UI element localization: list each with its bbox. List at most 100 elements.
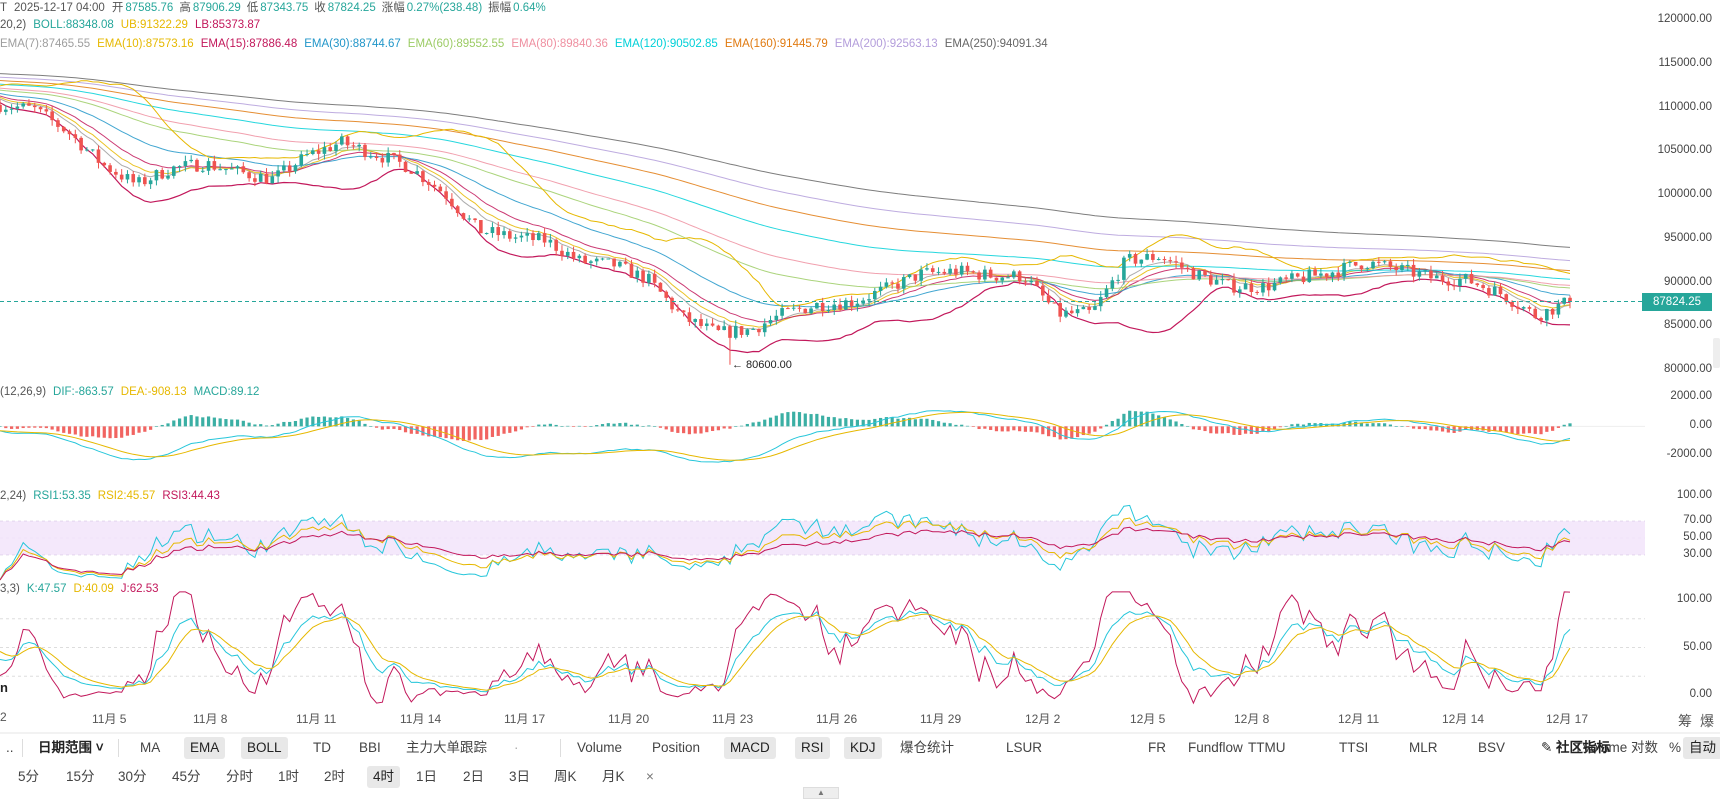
macd-bar [664,426,668,430]
interval-4时-button[interactable]: 4时 [367,766,401,788]
macd-bar [235,419,240,427]
candle [594,256,599,266]
candle-body [1533,308,1538,319]
candle [345,135,350,150]
macd-bar [230,419,234,427]
overlay-bbi-button[interactable]: BBI [359,740,381,755]
macd-bar [658,426,663,428]
candle [687,307,692,326]
interval-1时-button[interactable]: 1时 [278,769,300,784]
candle-body [896,283,900,289]
ema-line-160 [0,80,1571,272]
candle [1307,266,1312,283]
indicator-button[interactable]: 爆仓统计 [900,740,954,755]
overlay-boll-button[interactable]: BOLL [241,737,288,759]
candle [1185,265,1190,272]
macd-bar [542,424,547,427]
candle-body [1446,281,1451,286]
indicator-button[interactable]: TTMU [1248,740,1286,755]
overlay-主力大单跟踪-button[interactable]: 主力大单跟踪 [406,740,487,755]
candle [693,318,698,328]
overlay-td-button[interactable]: TD [313,740,331,755]
x-axis-label: 12月 11 [1338,712,1380,726]
interval-2时-button[interactable]: 2时 [324,769,346,784]
indicator-button[interactable]: Position [652,740,701,755]
indicator-button[interactable]: TVolume [1574,740,1628,755]
kdj-panel [0,591,1571,705]
candle-body [206,161,211,171]
candle-body [780,308,784,316]
candle [322,141,327,160]
candle-body [1492,286,1497,296]
candlestick-chart[interactable] [0,0,1720,735]
indicator-button[interactable]: KDJ [844,737,882,759]
indicator-toolbar: .. 日期范围 ˅ MA EMA BOLL TD BBI 主力大单跟踪 · Volume Posit… [0,735,1720,761]
interval-15分-button[interactable]: 15分 [66,769,95,784]
boll-mid: BOLL:88348.08 [33,19,114,31]
community-indicators-button[interactable]: ✎ 社区指标 [1541,740,1611,755]
indicator-button[interactable]: MACD [724,737,776,759]
indicator-button[interactable]: RSI [795,737,830,759]
macd-bar [566,425,570,427]
macd-bar [1226,426,1230,434]
interval-分时-button[interactable]: 分时 [226,769,253,784]
candle [762,318,767,337]
candle-body [577,255,582,259]
candle-body [1232,279,1236,293]
candle [415,165,419,175]
candle-body [450,198,454,207]
interval-45分-button[interactable]: 45分 [172,769,201,784]
macd-bar [328,417,332,427]
interval-30分-button[interactable]: 30分 [118,769,147,784]
interval-月K-button[interactable]: 月K [602,769,625,784]
candle [73,129,78,144]
candle-body [177,166,182,168]
interval-2日-button[interactable]: 2日 [463,769,485,784]
date-range-button[interactable]: 日期范围 ˅ [38,740,104,755]
candle [1249,279,1254,297]
macd-bar [1417,426,1421,430]
percent-scale-button[interactable]: % [1669,740,1682,755]
candle-body [1064,310,1068,317]
right-scroll-handle[interactable] [1713,338,1720,368]
macd-bar [710,426,715,431]
indicator-button[interactable]: Fundflow [1188,740,1243,755]
macd-bar [1383,423,1387,427]
macd-bar [635,424,639,427]
candle [542,227,547,247]
macd-bar [902,418,906,427]
candle [1353,261,1358,267]
log-scale-button[interactable]: 对数 [1631,740,1658,755]
macd-bar [50,426,54,430]
collapse-toolbar-button[interactable]: ▲ [803,787,839,799]
indicator-button[interactable]: LSUR [1006,740,1043,755]
interval-周K-button[interactable]: 周K [554,769,577,784]
interval-3日-button[interactable]: 3日 [509,769,531,784]
indicator-button[interactable]: MLR [1409,740,1438,755]
candle [1197,269,1202,281]
candle-body [137,177,141,183]
candle-body [1029,280,1034,283]
macd-bar [102,426,106,438]
macd-bar [1330,423,1335,427]
auto-scale-button[interactable]: 自动 [1683,737,1720,759]
interval-1日-button[interactable]: 1日 [416,769,438,784]
indicator-button[interactable]: BSV [1478,740,1506,755]
macd-bar [456,426,460,441]
ema-legend-item: EMA(30):88744.67 [304,38,401,50]
close-intervals-button[interactable]: × [646,769,654,784]
indicator-button[interactable]: TTSI [1339,740,1369,755]
indicator-button[interactable]: Volume [577,740,623,755]
candle-body [849,300,854,307]
candle-body [1487,288,1491,296]
interval-5分-button[interactable]: 5分 [18,769,40,784]
overlay-ma-button[interactable]: MA [140,740,161,755]
macd-bar [774,415,778,427]
candle [629,259,634,278]
overlay-ema-button[interactable]: EMA [184,737,226,759]
candle-body [1382,261,1387,263]
macd-bar [293,420,298,427]
indicator-button[interactable]: FR [1148,740,1166,755]
candle [1446,278,1451,292]
candle-body [565,251,570,256]
